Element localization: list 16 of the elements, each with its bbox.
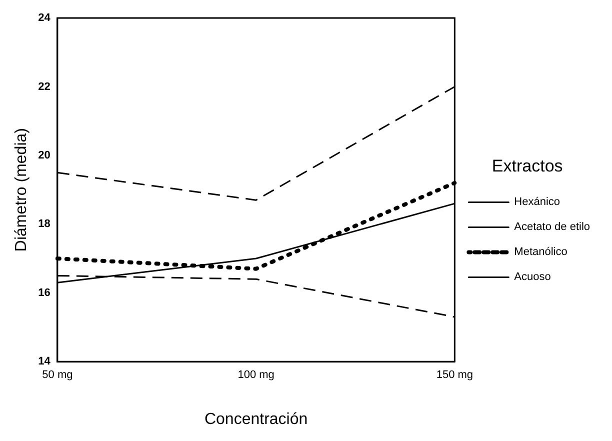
y-tick-label: 24 [38,12,52,24]
x-axis-title: Concentración [204,410,308,428]
x-tick-label: 50 mg [42,369,73,382]
legend-label: Hexánico [514,196,560,208]
y-tick-label: 20 [38,149,50,162]
y-tick-label: 18 [38,218,50,230]
legend-label: Acuoso [514,271,551,284]
legend-label: Metanólico [514,246,568,258]
x-tick-label: 150 mg [436,369,474,382]
y-tick-label: 16 [38,286,50,299]
x-tick-label: 100 mg [238,369,274,382]
y-axis-title: Diámetro (media) [13,128,30,252]
legend-title: Extractos [492,156,563,176]
legend-label: Acetato de etilo [514,221,590,234]
y-tick-label: 22 [38,80,50,93]
y-tick-label: 14 [38,356,52,368]
